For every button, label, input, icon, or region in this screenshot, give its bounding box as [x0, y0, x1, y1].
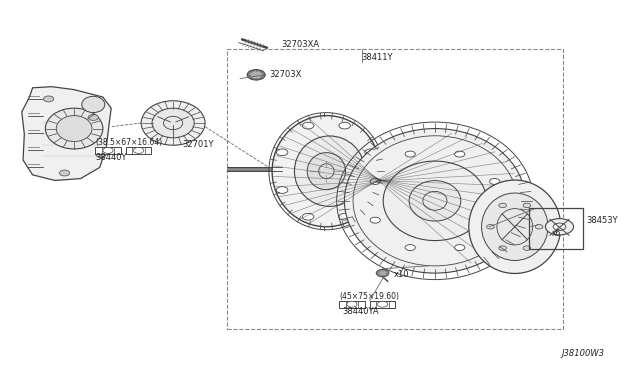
- Circle shape: [376, 269, 389, 277]
- Circle shape: [365, 149, 376, 155]
- Text: 32703XA: 32703XA: [282, 39, 320, 49]
- Circle shape: [276, 149, 288, 155]
- Circle shape: [405, 245, 415, 250]
- Ellipse shape: [294, 136, 365, 206]
- Circle shape: [302, 214, 314, 220]
- Circle shape: [523, 246, 531, 250]
- Text: x6: x6: [552, 229, 561, 238]
- Circle shape: [103, 147, 113, 153]
- Bar: [95, 147, 121, 154]
- Circle shape: [454, 151, 465, 157]
- Ellipse shape: [82, 96, 105, 113]
- Text: J38100W3: J38100W3: [561, 349, 604, 359]
- Circle shape: [380, 271, 386, 275]
- Text: 32701Y: 32701Y: [182, 140, 214, 149]
- Circle shape: [370, 179, 380, 185]
- Ellipse shape: [481, 193, 548, 260]
- Circle shape: [339, 122, 351, 129]
- Text: 32703X: 32703X: [269, 70, 301, 79]
- Circle shape: [88, 115, 99, 121]
- Circle shape: [378, 301, 388, 307]
- Circle shape: [370, 217, 380, 223]
- Ellipse shape: [141, 101, 205, 145]
- Ellipse shape: [272, 116, 381, 227]
- Circle shape: [339, 214, 351, 220]
- Circle shape: [247, 70, 265, 80]
- Ellipse shape: [409, 180, 461, 221]
- Text: x10: x10: [394, 270, 409, 279]
- Circle shape: [545, 219, 573, 235]
- Circle shape: [347, 301, 357, 307]
- Circle shape: [535, 225, 543, 229]
- Ellipse shape: [56, 116, 92, 141]
- Text: 38440Y: 38440Y: [95, 153, 127, 162]
- Text: 38453Y: 38453Y: [586, 217, 618, 225]
- Circle shape: [486, 225, 494, 229]
- Ellipse shape: [383, 161, 486, 241]
- Circle shape: [302, 122, 314, 129]
- Circle shape: [490, 217, 500, 223]
- Circle shape: [134, 147, 144, 153]
- Bar: [227, 49, 563, 329]
- Ellipse shape: [152, 108, 194, 138]
- Circle shape: [499, 246, 506, 250]
- Circle shape: [365, 187, 376, 193]
- Ellipse shape: [45, 108, 103, 149]
- Ellipse shape: [468, 180, 561, 273]
- Circle shape: [490, 179, 500, 185]
- Text: (45×75×19.60): (45×75×19.60): [339, 292, 399, 301]
- Circle shape: [44, 96, 54, 102]
- Circle shape: [60, 170, 70, 176]
- Circle shape: [251, 72, 261, 78]
- Ellipse shape: [307, 153, 346, 190]
- Circle shape: [454, 245, 465, 250]
- Text: 38411Y: 38411Y: [362, 53, 393, 62]
- Text: 38440YA: 38440YA: [342, 307, 379, 316]
- Bar: [370, 301, 396, 308]
- Circle shape: [96, 151, 106, 157]
- Text: (38.5×67×16.64): (38.5×67×16.64): [95, 138, 163, 147]
- Ellipse shape: [344, 129, 525, 273]
- Circle shape: [276, 187, 288, 193]
- Bar: [126, 147, 152, 154]
- Bar: [339, 301, 365, 308]
- Circle shape: [523, 203, 531, 208]
- Circle shape: [499, 203, 506, 208]
- Circle shape: [405, 151, 415, 157]
- Polygon shape: [22, 87, 111, 180]
